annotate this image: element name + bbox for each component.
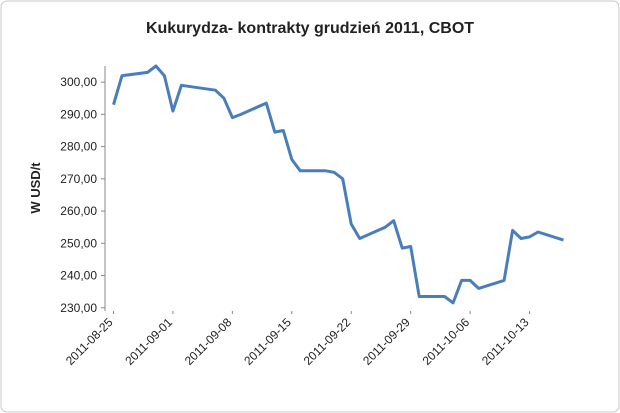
y-tick-label: 270,00 [60, 172, 97, 186]
y-tick-label: 260,00 [60, 204, 97, 218]
y-axis-label: W USD/t [28, 162, 43, 214]
y-tick-label: 300,00 [60, 75, 97, 89]
y-tick-label: 290,00 [60, 107, 97, 121]
y-tick-label: 280,00 [60, 140, 97, 154]
y-tick-label: 250,00 [60, 236, 97, 250]
y-tick-label: 230,00 [60, 301, 97, 315]
y-tick-label: 240,00 [60, 269, 97, 283]
chart-title: Kukurydza- kontrakty grudzień 2011, CBOT [146, 20, 474, 37]
data-line [112, 64, 564, 305]
